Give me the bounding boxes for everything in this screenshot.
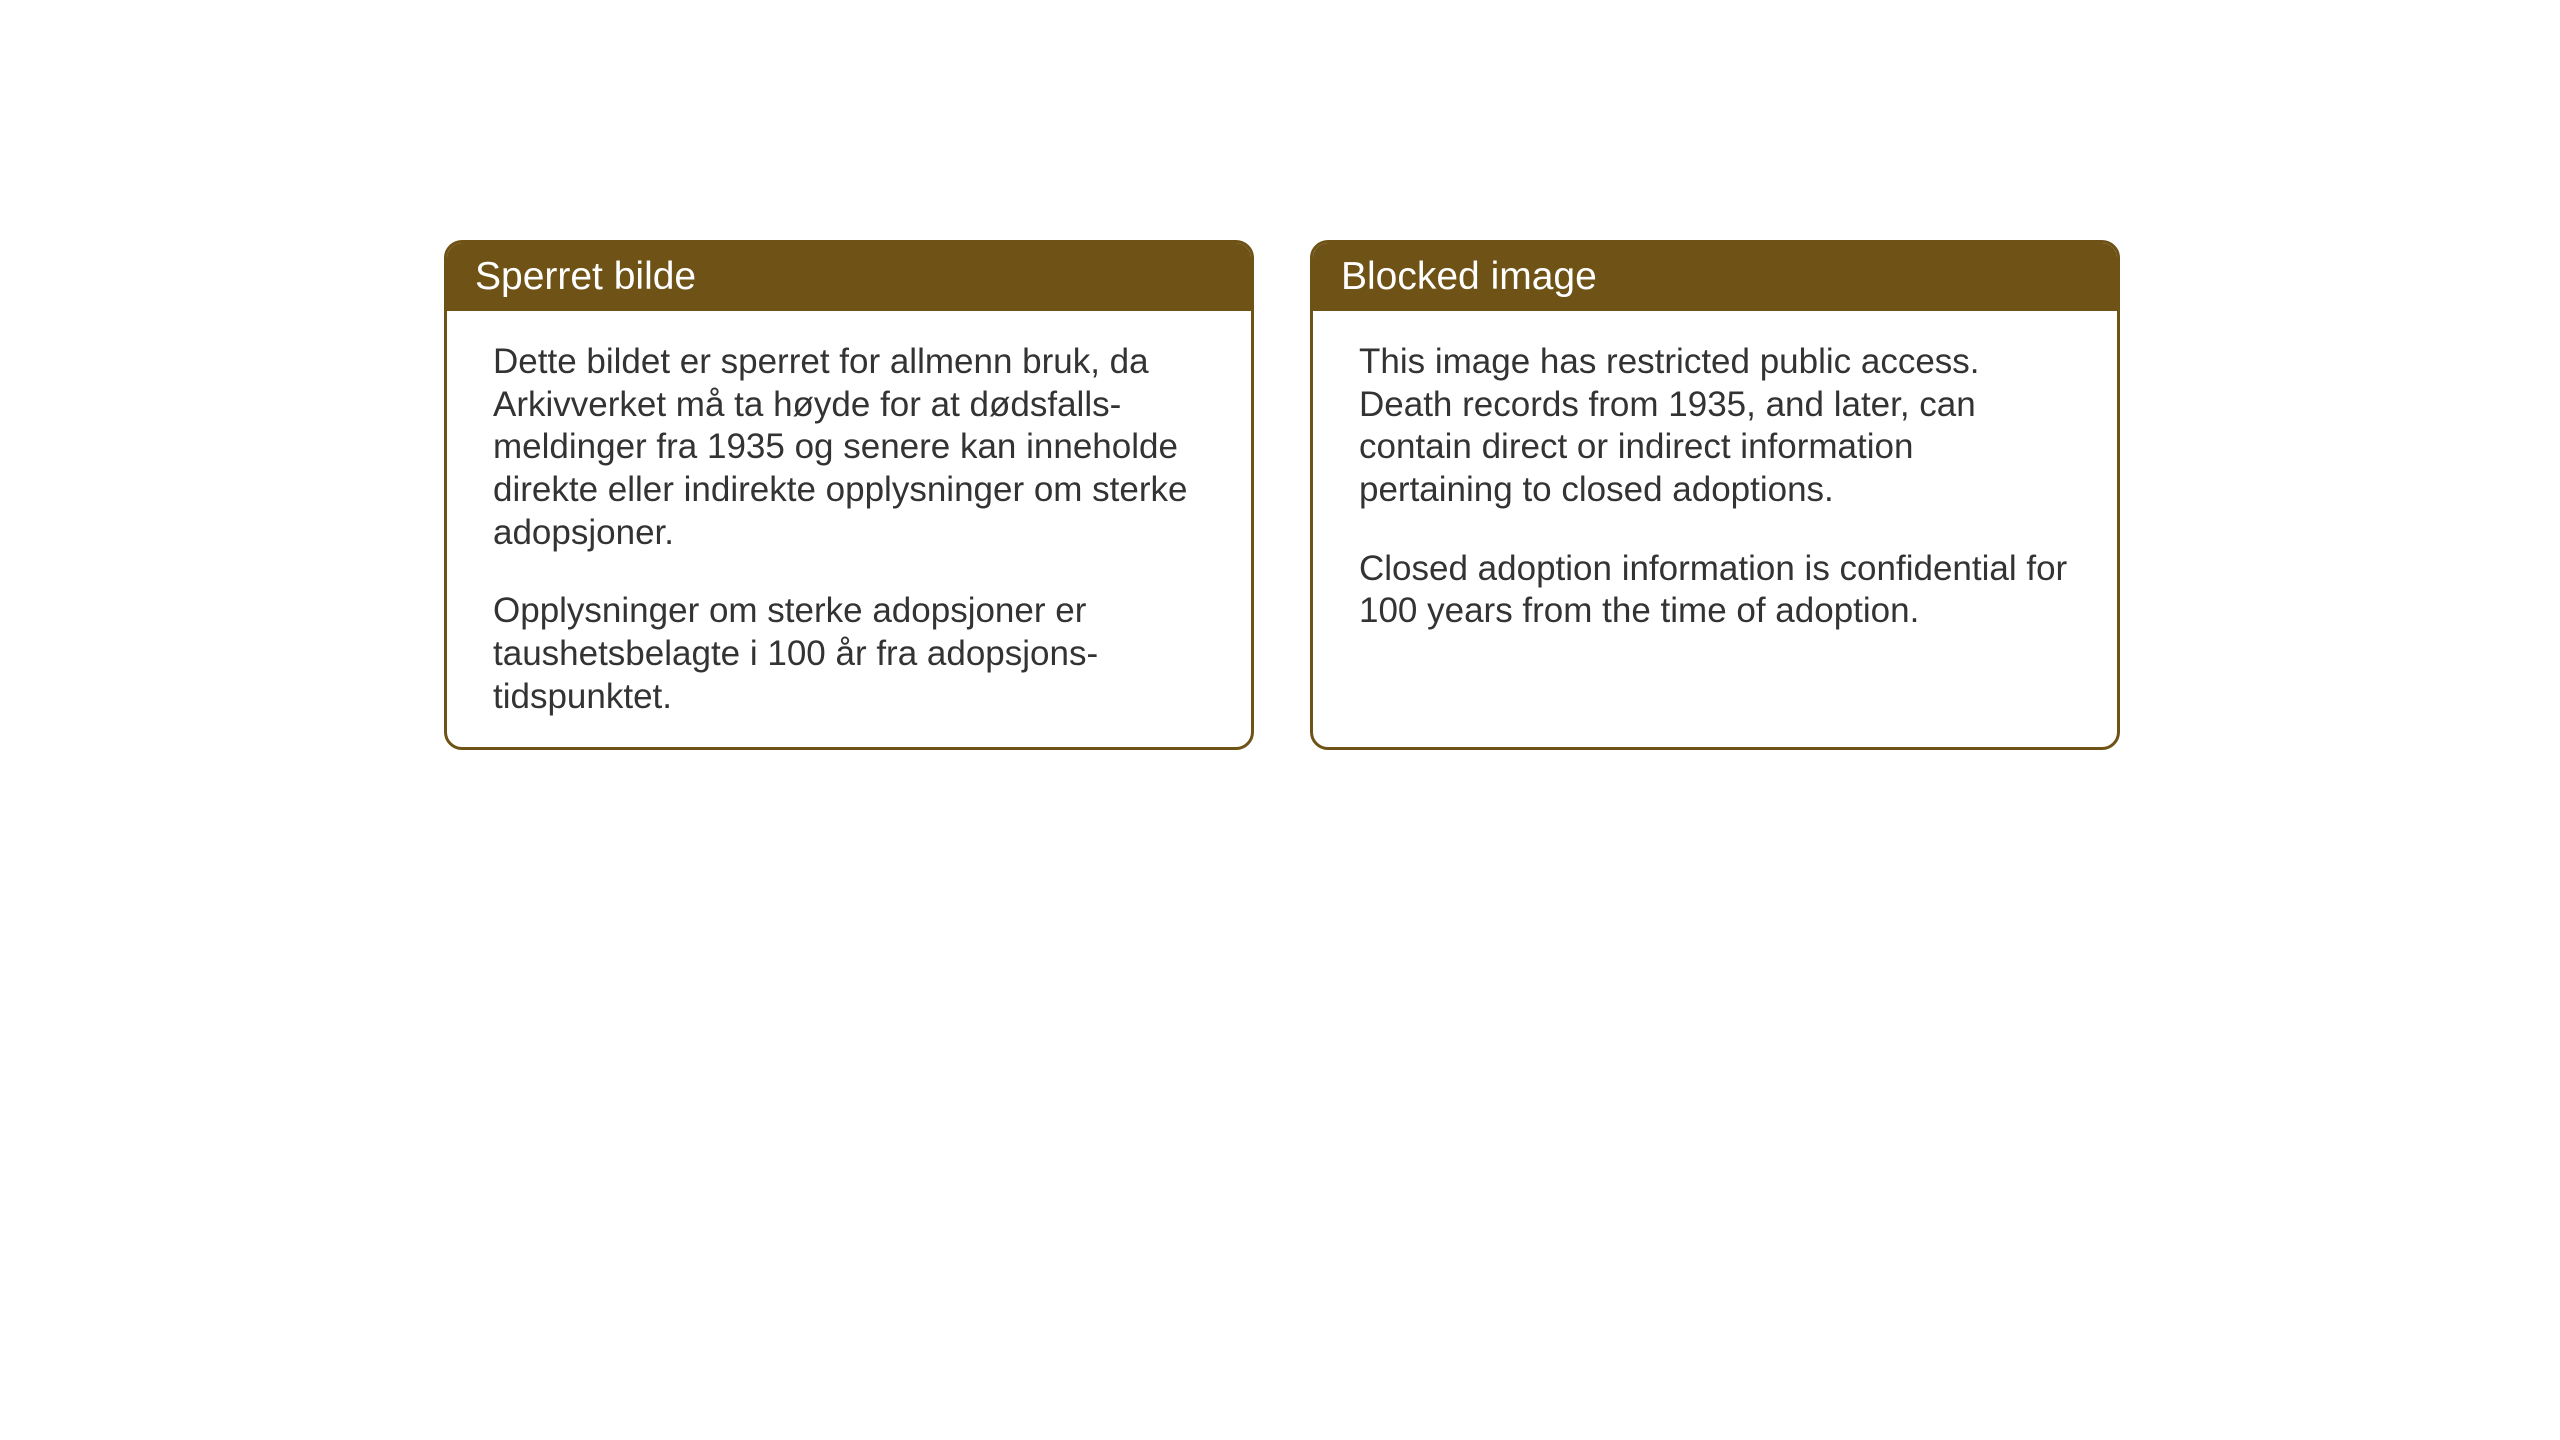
notice-cards-container: Sperret bilde Dette bildet er sperret fo…: [444, 240, 2120, 750]
norwegian-notice-card: Sperret bilde Dette bildet er sperret fo…: [444, 240, 1254, 750]
norwegian-card-body: Dette bildet er sperret for allmenn bruk…: [447, 311, 1251, 749]
english-paragraph-2: Closed adoption information is confident…: [1359, 548, 2071, 633]
english-card-body: This image has restricted public access.…: [1313, 311, 2117, 663]
english-notice-card: Blocked image This image has restricted …: [1310, 240, 2120, 750]
english-paragraph-1: This image has restricted public access.…: [1359, 341, 2071, 512]
english-card-title: Blocked image: [1313, 243, 2117, 311]
norwegian-paragraph-1: Dette bildet er sperret for allmenn bruk…: [493, 341, 1205, 554]
norwegian-card-title: Sperret bilde: [447, 243, 1251, 311]
norwegian-paragraph-2: Opplysninger om sterke adopsjoner er tau…: [493, 590, 1205, 718]
